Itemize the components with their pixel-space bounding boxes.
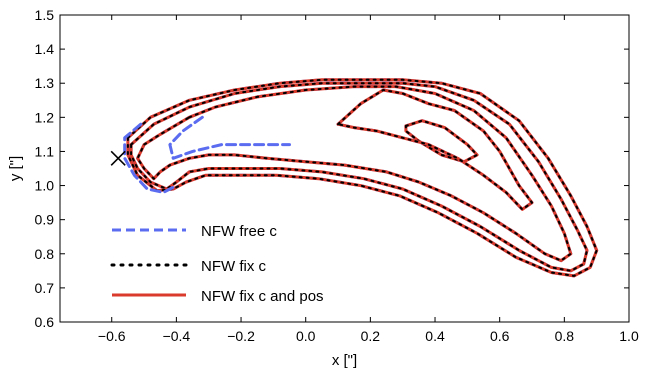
x-tick-label: 0.2 bbox=[361, 328, 381, 344]
y-tick-label: 1.0 bbox=[35, 178, 55, 194]
y-tick-label: 1.1 bbox=[35, 143, 55, 159]
contour-nfw-free-c-outer-offset bbox=[123, 122, 178, 194]
legend-label-nfw-free-c: NFW free c bbox=[201, 223, 277, 240]
legend-label-nfw-fix-c: NFW fix c bbox=[201, 258, 266, 275]
y-tick-label: 1.3 bbox=[35, 75, 55, 91]
y-tick-label: 0.9 bbox=[35, 212, 55, 228]
y-tick-label: 0.6 bbox=[35, 314, 55, 330]
x-tick-label: 1.0 bbox=[619, 328, 639, 344]
x-tick-label: −0.6 bbox=[98, 328, 126, 344]
y-tick-label: 1.2 bbox=[35, 109, 55, 125]
y-tick-label: 0.7 bbox=[35, 280, 55, 296]
x-tick-label: −0.2 bbox=[227, 328, 255, 344]
ticks-layer: −0.6 −0.4 −0.2 0.0 0.2 0.4 0.6 0.8 1.0 0.6 0.7 0.8 0… bbox=[35, 7, 639, 344]
y-axis-label: y ["] bbox=[7, 156, 24, 181]
contour-nfw-fix-c-0 bbox=[404, 119, 479, 163]
y-tick-label: 1.5 bbox=[35, 7, 55, 23]
marker-layer bbox=[110, 150, 126, 166]
x-axis-label: x ["] bbox=[332, 352, 357, 369]
x-tick-label: 0.4 bbox=[425, 328, 445, 344]
contour-nfw-fix-c-3 bbox=[130, 82, 588, 272]
contour-nfw-fix-c-4 bbox=[126, 78, 598, 277]
x-tick-label: 0.8 bbox=[555, 328, 575, 344]
y-tick-label: 1.4 bbox=[35, 41, 55, 57]
contour-nfw-fix-c-1 bbox=[337, 89, 533, 211]
x-marker-stroke-b bbox=[110, 150, 126, 166]
contours-layer bbox=[123, 78, 599, 278]
contour-nfw-fix-c-2 bbox=[136, 85, 572, 262]
legend-label-nfw-fix-c-and-pos: NFW fix c and pos bbox=[201, 288, 324, 305]
plot-frame bbox=[59, 14, 630, 323]
x-tick-label: 0.0 bbox=[296, 328, 316, 344]
legend: NFW free c NFW fix c NFW fix c and pos bbox=[110, 223, 324, 305]
y-tick-label: 0.8 bbox=[35, 246, 55, 262]
x-tick-label: 0.6 bbox=[490, 328, 510, 344]
contour-nfw-free-c-inner-loop bbox=[168, 115, 291, 160]
x-tick-label: −0.4 bbox=[163, 328, 191, 344]
